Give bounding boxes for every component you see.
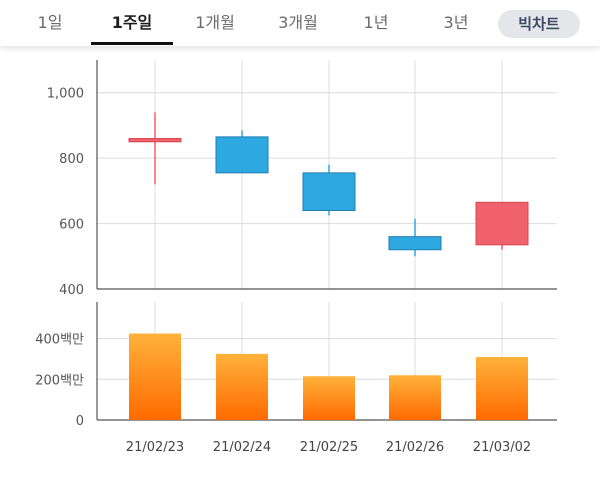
bigchart-button[interactable]: 빅차트 [498,10,580,38]
tab-3-year[interactable]: 3년 [443,13,469,32]
price-tick-label: 800 [59,152,84,167]
tab-3-month[interactable]: 3개월 [278,13,318,32]
candle-body [215,136,269,174]
date-label: 21/03/02 [473,440,531,455]
date-label: 21/02/23 [126,440,184,455]
candle-body [128,138,182,143]
volume-tick-label: 400백만 [35,333,84,348]
date-label: 21/02/24 [213,440,271,455]
volume-bar [389,375,441,420]
volume-bar [216,353,268,420]
period-tab-bar: 1일 1주일 1개월 3개월 1년 3년 빅차트 [0,0,600,46]
volume-bar [129,333,181,420]
price-tick-label: 1,000 [47,87,84,102]
date-label: 21/02/26 [386,440,444,455]
volume-tick-label: 200백만 [35,373,84,388]
candle-body [475,201,529,246]
tab-1-week[interactable]: 1주일 [111,13,153,32]
candle-body [388,236,442,251]
volume-bar [476,356,528,420]
active-tab-underline [91,42,173,45]
candle-body [302,172,356,211]
tab-1-day[interactable]: 1일 [37,13,63,32]
price-tick-label: 600 [59,218,84,233]
volume-bar [303,376,355,420]
date-label: 21/02/25 [300,440,358,455]
tab-1-year[interactable]: 1년 [363,13,389,32]
tab-1-month[interactable]: 1개월 [195,13,235,32]
price-tick-label: 400 [59,283,84,298]
volume-tick-label: 0 [76,414,84,429]
